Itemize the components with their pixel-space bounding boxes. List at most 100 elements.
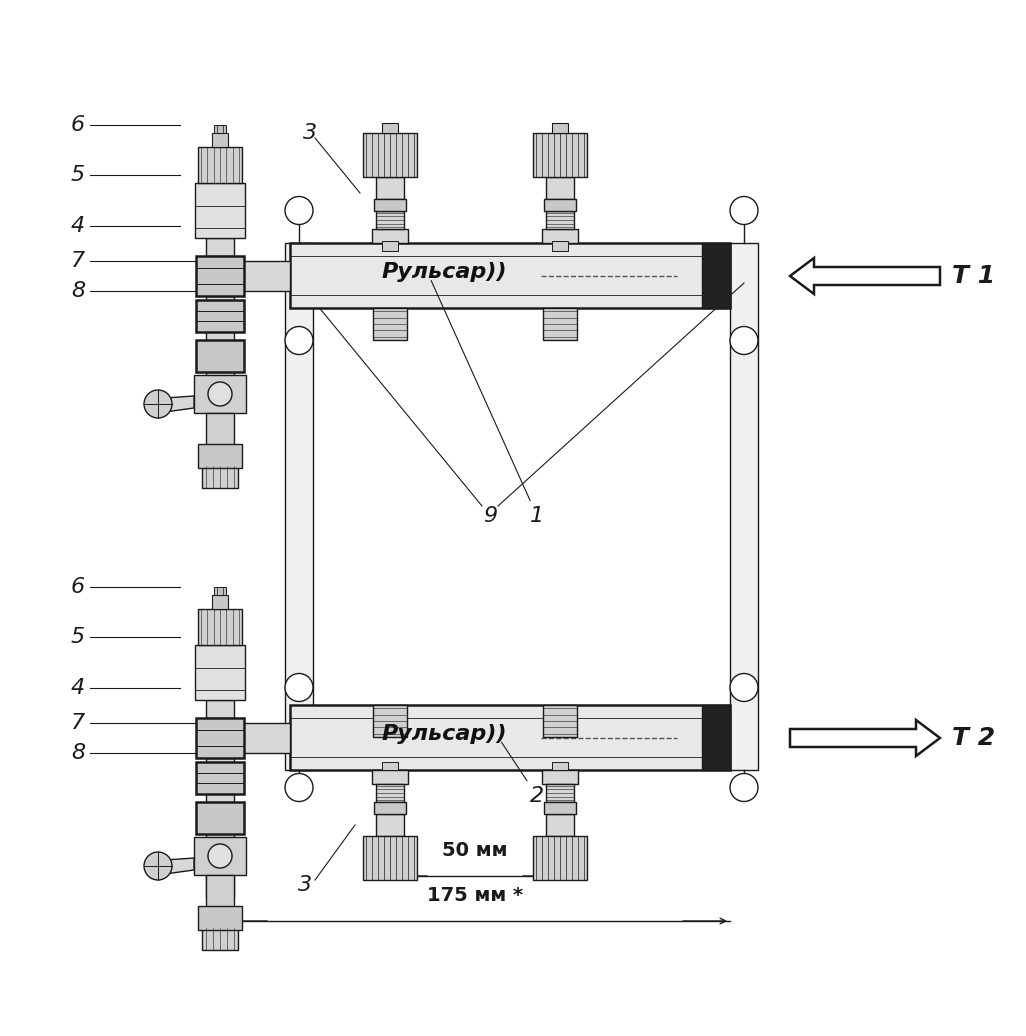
Text: 7: 7 [71,713,85,733]
Circle shape [731,326,758,354]
Bar [363,133,417,177]
Text: Рульсар)): Рульсар)) [382,724,507,744]
Bar [198,444,242,468]
Text: 3: 3 [298,875,312,895]
Bar [195,183,245,238]
Bar [242,261,290,291]
Bar [196,802,244,834]
Bar [202,466,238,488]
Text: 4: 4 [71,678,85,698]
Bar [214,125,226,133]
Bar [196,256,244,296]
Circle shape [285,326,313,354]
Bar [544,199,576,211]
Text: 5: 5 [71,165,85,185]
Circle shape [144,852,172,880]
Bar [194,837,246,875]
Circle shape [285,673,313,701]
Text: 2: 2 [502,743,544,806]
Bar [363,836,417,880]
Circle shape [208,382,232,406]
Bar [552,241,568,251]
Bar [198,147,242,183]
Bar [546,814,574,836]
Bar [194,375,246,413]
Bar [552,123,568,133]
Bar [373,706,407,737]
Text: 1: 1 [431,281,544,526]
Bar [373,308,407,340]
Bar [242,723,290,753]
Text: 9: 9 [483,506,497,526]
Bar [731,243,758,770]
Bar [542,770,578,784]
Circle shape [731,673,758,701]
Circle shape [208,844,232,868]
Bar [376,784,404,802]
Bar [376,814,404,836]
Bar [206,238,234,256]
Text: 8: 8 [71,743,85,762]
Bar [376,211,404,229]
Bar [206,875,234,906]
Text: 6: 6 [71,115,85,135]
Bar [382,762,398,770]
Polygon shape [790,720,940,756]
Bar [206,413,234,445]
Bar [285,243,313,770]
Bar [546,177,574,199]
Bar [198,609,242,645]
Text: T 2: T 2 [952,726,995,750]
Bar [206,296,234,380]
Text: 6: 6 [71,577,85,597]
Bar [702,243,731,308]
Circle shape [731,197,758,225]
Bar [206,758,234,897]
Bar [198,906,242,930]
Text: 50 мм: 50 мм [442,841,508,860]
Bar [212,133,228,147]
Text: 5: 5 [71,627,85,648]
Text: 175 мм *: 175 мм * [427,886,523,905]
Bar [202,928,238,950]
Bar [214,587,226,595]
Bar [544,802,576,814]
Text: 8: 8 [71,281,85,301]
Bar [196,762,244,794]
Text: 7: 7 [71,251,85,271]
Circle shape [285,197,313,225]
Bar [372,770,408,784]
Bar [290,706,731,770]
Bar [374,802,406,814]
Bar [543,706,577,737]
Text: 4: 4 [71,215,85,236]
Text: 3: 3 [303,123,317,143]
Bar [290,243,731,308]
Text: T 1: T 1 [952,264,995,288]
Bar [212,595,228,609]
Bar [374,199,406,211]
Bar [382,123,398,133]
Bar [196,718,244,758]
Circle shape [144,390,172,418]
Bar [552,762,568,770]
Bar [546,784,574,802]
Bar [532,836,587,880]
Bar [382,241,398,251]
Polygon shape [790,258,940,294]
Polygon shape [165,396,194,412]
Circle shape [285,774,313,802]
Bar [543,308,577,340]
Bar [196,300,244,332]
Bar [546,211,574,229]
Bar [372,229,408,243]
Bar [196,340,244,372]
Circle shape [731,774,758,802]
Bar [206,700,234,718]
Polygon shape [165,858,194,874]
Bar [542,229,578,243]
Bar [532,133,587,177]
Bar [195,645,245,700]
Bar [702,706,731,770]
Text: Рульсар)): Рульсар)) [382,262,507,282]
